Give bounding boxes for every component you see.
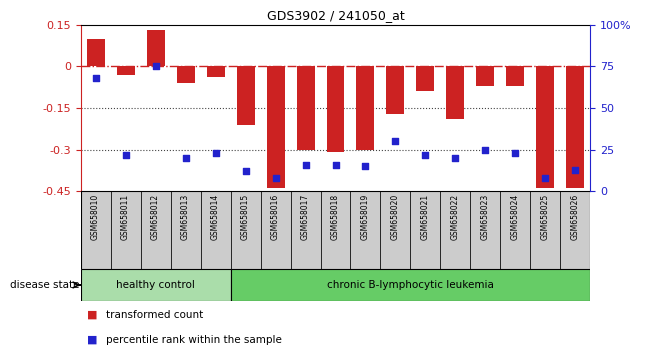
Bar <box>231 269 590 301</box>
Point <box>300 162 311 167</box>
Bar <box>260 191 291 269</box>
Point <box>420 152 431 158</box>
Bar <box>231 191 260 269</box>
Bar <box>356 66 374 149</box>
Text: GSM658016: GSM658016 <box>271 194 280 240</box>
Text: chronic B-lymphocytic leukemia: chronic B-lymphocytic leukemia <box>327 280 494 290</box>
Bar <box>81 269 231 301</box>
Bar <box>236 66 254 125</box>
Text: transformed count: transformed count <box>106 310 203 320</box>
Bar <box>470 191 501 269</box>
Text: GSM658011: GSM658011 <box>121 194 130 240</box>
Point <box>90 75 101 81</box>
Text: GSM658021: GSM658021 <box>421 194 430 240</box>
Text: GSM658022: GSM658022 <box>451 194 460 240</box>
Bar <box>507 66 525 86</box>
Text: GSM658019: GSM658019 <box>361 194 370 240</box>
Point <box>450 155 461 161</box>
Point <box>480 147 491 152</box>
Bar <box>386 66 405 114</box>
Bar <box>81 191 111 269</box>
Bar <box>411 191 440 269</box>
Point <box>570 167 581 172</box>
Point <box>120 152 131 158</box>
Text: GSM658025: GSM658025 <box>541 194 550 240</box>
Text: GSM658017: GSM658017 <box>301 194 310 240</box>
Point <box>540 175 551 181</box>
Bar <box>537 66 554 188</box>
Point <box>330 162 341 167</box>
Bar <box>321 191 350 269</box>
Title: GDS3902 / 241050_at: GDS3902 / 241050_at <box>266 9 405 22</box>
Bar <box>476 66 495 86</box>
Bar <box>117 66 134 75</box>
Text: percentile rank within the sample: percentile rank within the sample <box>106 335 282 345</box>
Text: GSM658010: GSM658010 <box>91 194 100 240</box>
Bar <box>170 191 201 269</box>
Text: GSM658024: GSM658024 <box>511 194 520 240</box>
Point <box>390 138 401 144</box>
Text: healthy control: healthy control <box>116 280 195 290</box>
Bar <box>440 191 470 269</box>
Text: ■: ■ <box>87 335 98 345</box>
Bar <box>266 66 285 188</box>
Text: GSM658023: GSM658023 <box>481 194 490 240</box>
Bar <box>446 66 464 119</box>
Point <box>180 155 191 161</box>
Bar <box>417 66 435 91</box>
Bar <box>87 39 105 66</box>
Point <box>150 63 161 69</box>
Bar <box>566 66 584 188</box>
Text: GSM658013: GSM658013 <box>181 194 190 240</box>
Text: GSM658020: GSM658020 <box>391 194 400 240</box>
Bar <box>380 191 411 269</box>
Bar <box>560 191 590 269</box>
Text: GSM658015: GSM658015 <box>241 194 250 240</box>
Bar <box>176 66 195 83</box>
Text: GSM658026: GSM658026 <box>571 194 580 240</box>
Text: disease state: disease state <box>11 280 80 290</box>
Bar <box>350 191 380 269</box>
Bar <box>531 191 560 269</box>
Text: GSM658012: GSM658012 <box>151 194 160 240</box>
Bar <box>140 191 170 269</box>
Bar <box>207 66 225 78</box>
Bar <box>111 191 140 269</box>
Point <box>210 150 221 156</box>
Bar <box>327 66 344 152</box>
Bar <box>501 191 531 269</box>
Point <box>360 163 371 169</box>
Point <box>510 150 521 156</box>
Bar <box>201 191 231 269</box>
Text: GSM658014: GSM658014 <box>211 194 220 240</box>
Text: ■: ■ <box>87 310 98 320</box>
Bar <box>146 30 164 66</box>
Bar <box>297 66 315 149</box>
Bar <box>291 191 321 269</box>
Text: GSM658018: GSM658018 <box>331 194 340 240</box>
Point <box>270 175 281 181</box>
Point <box>240 169 251 174</box>
